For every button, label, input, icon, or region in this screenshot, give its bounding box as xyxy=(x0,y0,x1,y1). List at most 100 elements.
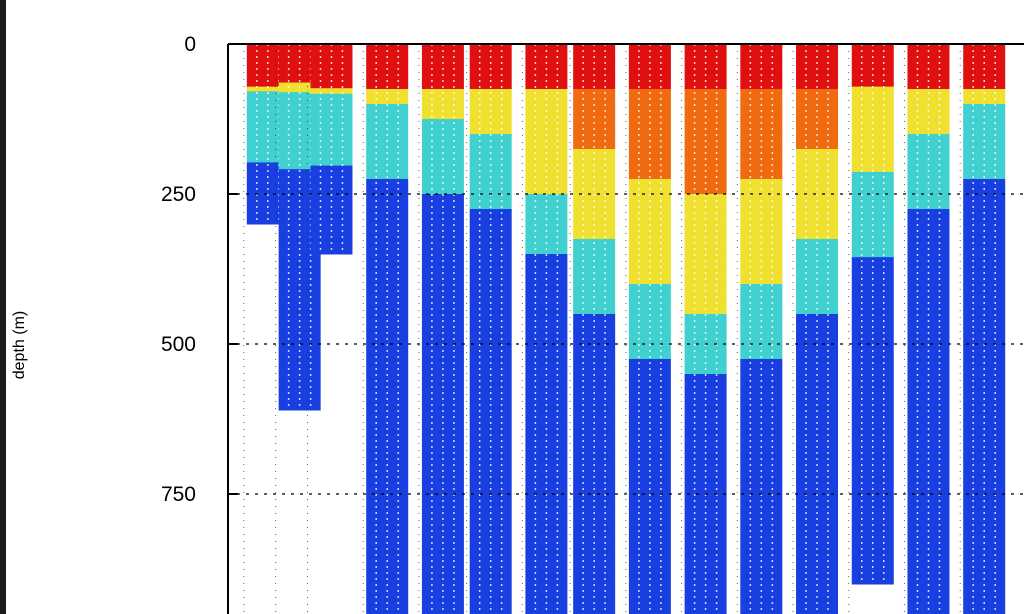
profile-segment xyxy=(740,89,783,105)
profile-segment xyxy=(851,299,894,315)
profile-segment xyxy=(796,359,839,375)
profile-segment xyxy=(366,359,409,375)
profile-segment xyxy=(246,110,289,116)
profile-segment xyxy=(421,389,464,405)
profile-segment xyxy=(963,209,1006,225)
profile-segment xyxy=(278,246,321,257)
profile-segment xyxy=(246,152,289,159)
profile-segment xyxy=(310,160,353,167)
y-axis-title: depth (m) xyxy=(11,311,28,379)
profile-segment xyxy=(740,299,783,315)
profile-segment xyxy=(246,157,289,163)
profile-segment xyxy=(796,419,839,435)
profile-segment xyxy=(310,248,353,255)
profile-segment xyxy=(310,82,353,89)
profile-segment xyxy=(310,182,353,189)
profile-segment xyxy=(278,101,321,112)
profile-segment xyxy=(851,413,894,429)
profile-segment xyxy=(684,329,727,345)
profile-segment xyxy=(421,599,464,614)
profile-segment xyxy=(628,599,671,614)
profile-segment xyxy=(246,77,289,83)
profile-segment xyxy=(740,119,783,135)
profile-column xyxy=(907,44,950,614)
profile-segment xyxy=(796,149,839,165)
profile-segment xyxy=(421,329,464,345)
profile-segment xyxy=(684,449,727,465)
profile-column xyxy=(628,44,671,614)
profile-segment xyxy=(963,59,1006,75)
profile-segment xyxy=(573,479,616,495)
profile-segment xyxy=(469,299,512,315)
profile-segment xyxy=(366,89,409,105)
profile-segment xyxy=(421,569,464,585)
profile-segment xyxy=(684,509,727,525)
profile-segment xyxy=(963,149,1006,165)
profile-segment xyxy=(310,104,353,111)
profile-segment xyxy=(740,479,783,495)
profile-segment xyxy=(628,329,671,345)
profile-segment xyxy=(366,509,409,525)
profile-segment xyxy=(469,119,512,135)
profile-segment xyxy=(278,265,321,276)
profile-segment xyxy=(421,209,464,225)
profile-segment xyxy=(684,269,727,285)
profile-segment xyxy=(907,239,950,255)
profile-segment xyxy=(366,299,409,315)
profile-segment xyxy=(740,449,783,465)
profile-segment xyxy=(740,599,783,614)
profile-segment xyxy=(907,149,950,165)
profile-segment xyxy=(469,359,512,375)
profile-segment xyxy=(310,93,353,100)
profile-segment xyxy=(796,569,839,585)
profile-segment xyxy=(310,121,353,128)
profile-segment xyxy=(525,119,568,135)
profile-segment xyxy=(907,269,950,285)
profile-segment xyxy=(963,239,1006,255)
profile-segment xyxy=(525,269,568,285)
profile-segment xyxy=(366,479,409,495)
profile-segment xyxy=(907,329,950,345)
profile-segment xyxy=(907,449,950,465)
profile-segment xyxy=(278,198,321,209)
profile-segment xyxy=(573,389,616,405)
profile-segment xyxy=(684,89,727,105)
profile-segment xyxy=(851,569,894,585)
profile-segment xyxy=(684,149,727,165)
profile-segment xyxy=(851,342,894,358)
profile-segment xyxy=(684,209,727,225)
profile-segment xyxy=(796,119,839,135)
profile-segment xyxy=(525,239,568,255)
profile-segment xyxy=(851,58,894,73)
profile-segment xyxy=(628,179,671,195)
profile-segment xyxy=(684,119,727,135)
profile-segment xyxy=(573,209,616,225)
profile-segment xyxy=(246,62,289,69)
profile-segment xyxy=(628,569,671,585)
profile-segment xyxy=(421,59,464,75)
profile-segment xyxy=(525,569,568,585)
profile-segment xyxy=(740,389,783,405)
profile-segment xyxy=(246,100,289,107)
profile-segment xyxy=(684,299,727,315)
profile-segment xyxy=(366,149,409,165)
profile-segment xyxy=(628,539,671,555)
profile-column xyxy=(684,44,727,614)
profile-segment xyxy=(628,509,671,525)
profile-segment xyxy=(851,100,894,116)
profile-segment xyxy=(278,227,321,238)
profile-segment xyxy=(421,299,464,315)
profile-segment xyxy=(421,179,464,195)
profile-segment xyxy=(469,239,512,255)
profile-segment xyxy=(421,359,464,375)
profile-segment xyxy=(963,329,1006,345)
profile-segment xyxy=(740,539,783,555)
profile-column xyxy=(740,44,783,614)
profile-segment xyxy=(796,389,839,405)
profile-segment xyxy=(278,313,321,324)
profile-segment xyxy=(628,359,671,375)
profile-segment xyxy=(310,115,353,122)
profile-segment xyxy=(851,527,894,542)
profile-segment xyxy=(796,59,839,75)
profile-segment xyxy=(740,329,783,345)
